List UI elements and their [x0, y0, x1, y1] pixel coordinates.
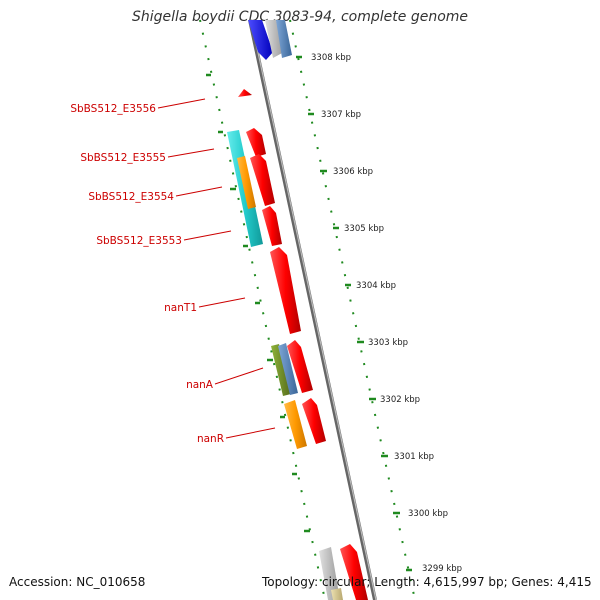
leader-nanT1	[198, 297, 246, 308]
tick-label-3301: 3301 kbp	[394, 452, 434, 462]
label-SbBS512-E3555: SbBS512_E3555	[80, 152, 166, 164]
gene-top-blue	[248, 20, 273, 60]
gene-SbBS512-E3553	[262, 206, 282, 246]
gene-orange-small	[237, 156, 256, 209]
outer-dotted-track	[289, 19, 416, 600]
tick-label-3304: 3304 kbp	[356, 281, 396, 291]
label-nanA: nanA	[186, 379, 214, 391]
leader-nanA	[214, 367, 264, 385]
label-SbBS512-E3553: SbBS512_E3553	[96, 235, 182, 247]
tick-label-3302: 3302 kbp	[380, 395, 420, 405]
inner-dotted-track	[199, 19, 326, 600]
gene-bottom-red	[340, 544, 368, 600]
tick-label-3308: 3308 kbp	[311, 53, 351, 63]
leader-SbBS512-E3555	[167, 148, 215, 158]
tick-label-3303: 3303 kbp	[368, 338, 408, 348]
label-SbBS512-E3556: SbBS512_E3556	[70, 103, 156, 115]
tick-label-3307: 3307 kbp	[321, 110, 361, 120]
gene-nanR-orange	[284, 400, 307, 449]
gene-nanT1	[270, 247, 301, 334]
leader-nanR	[225, 427, 276, 439]
label-nanR: nanR	[197, 433, 224, 445]
gene-top-steel	[276, 20, 292, 58]
tick-label-3300: 3300 kbp	[408, 509, 448, 519]
genome-backbone	[248, 19, 377, 600]
gene-top-gray	[265, 20, 284, 58]
gene-bottom-gray	[319, 547, 340, 600]
gene-SbBS512-E3554	[250, 154, 275, 206]
gene-SbBS512-E3555	[246, 128, 266, 157]
topology-text: Topology: circular; Length: 4,615,997 bp…	[262, 575, 592, 589]
accession-text: Accession: NC_010658	[9, 575, 146, 589]
tick-label-3299: 3299 kbp	[422, 564, 462, 574]
major-tick-marks	[206, 55, 412, 572]
gene-bottom-tan	[331, 588, 343, 600]
label-nanT1: nanT1	[164, 302, 197, 314]
gene-SbBS512-E3556	[238, 89, 252, 97]
gene-olive	[271, 344, 291, 396]
leader-SbBS512-E3553	[183, 230, 232, 241]
tick-label-3306: 3306 kbp	[333, 167, 373, 177]
gene-steelblue	[278, 343, 298, 395]
leader-SbBS512-E3554	[175, 186, 223, 197]
tick-label-3305: 3305 kbp	[344, 224, 384, 234]
leader-SbBS512-E3556	[157, 98, 206, 109]
label-SbBS512-E3554: SbBS512_E3554	[88, 191, 174, 203]
gene-nanA	[287, 340, 313, 393]
map-title: Shigella boydii CDC 3083-94, complete ge…	[131, 9, 469, 25]
gene-nanR	[302, 398, 326, 444]
